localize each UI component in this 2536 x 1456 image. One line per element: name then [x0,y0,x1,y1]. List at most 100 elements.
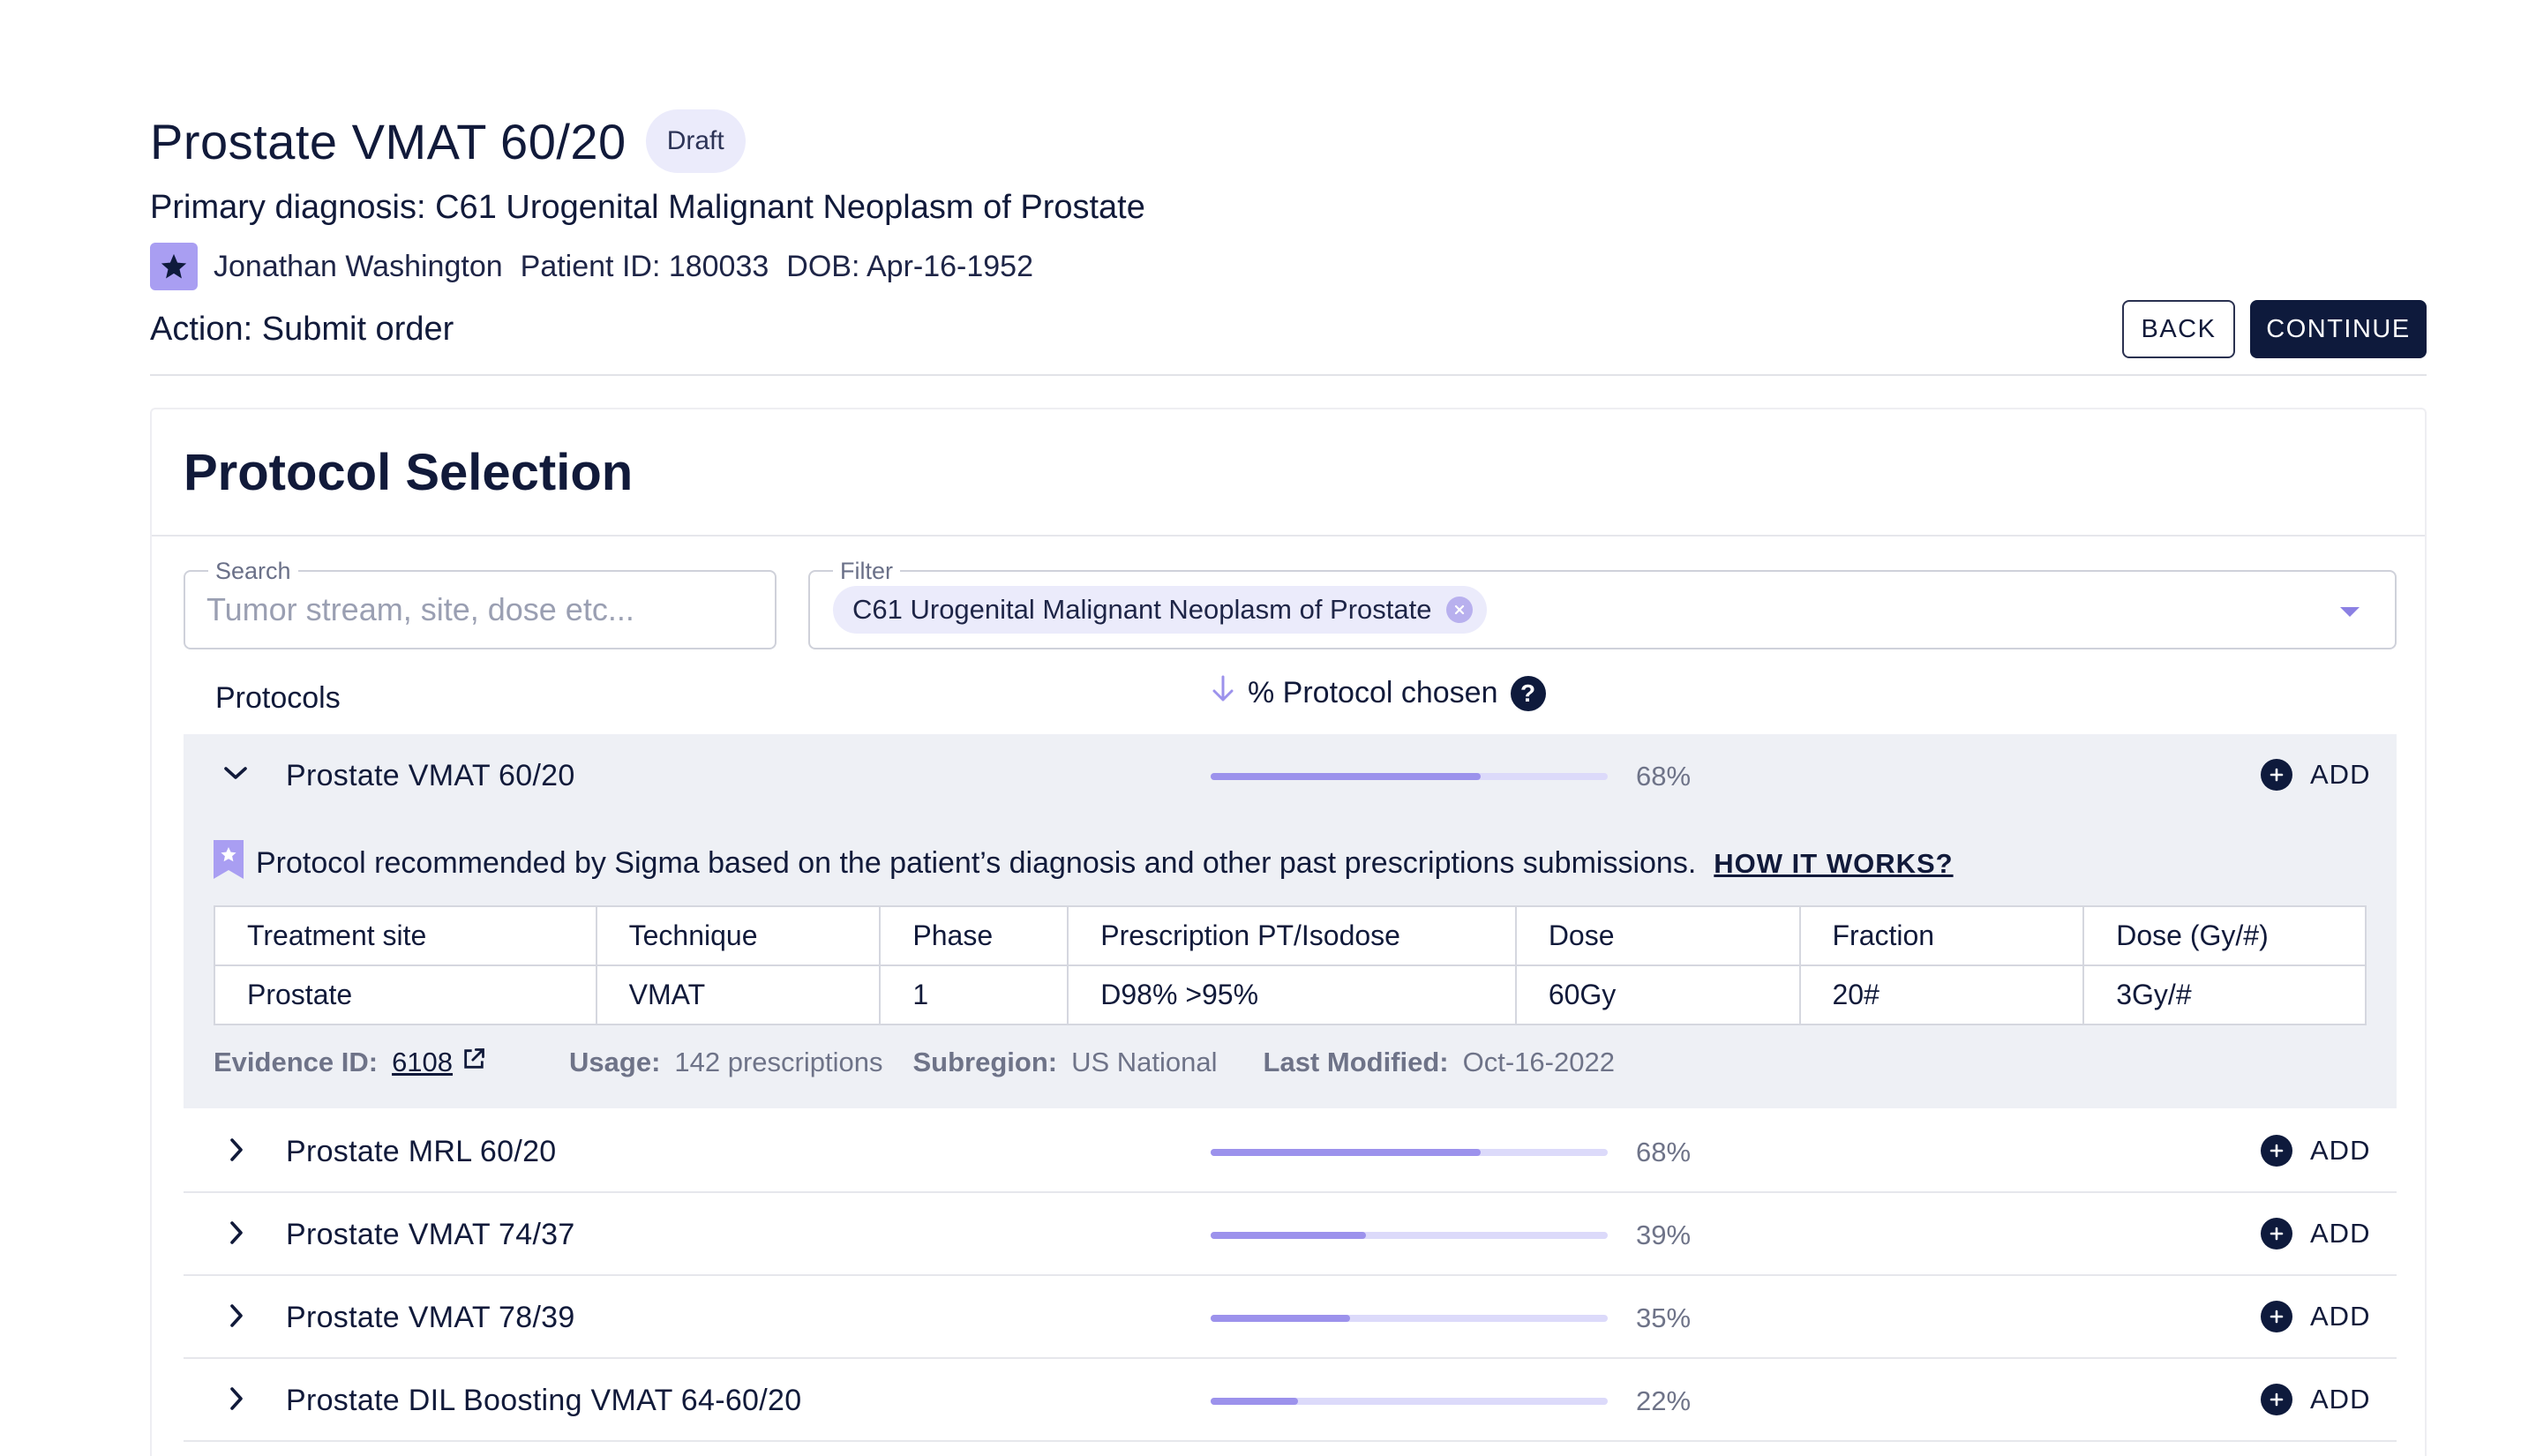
protocol-selection-card: Protocol Selection Search Filter C61 Uro… [150,408,2427,1456]
usage-bar [1211,1232,1608,1239]
table-cell: 20# [1798,964,2085,1025]
table-header: Dose (Gy/#) [2082,905,2367,966]
chevron-right-icon[interactable] [228,1302,245,1333]
usage-percent: 39% [1636,1220,1692,1250]
modified-key: Last Modified: [1263,1047,1449,1077]
patient-id: Patient ID: 180033 [520,249,769,283]
add-button[interactable]: ADD [2261,1135,2370,1167]
protocol-row-head[interactable]: Prostate VMAT 60/20 68% ADD [184,734,2397,819]
plus-circle-icon [2261,1384,2292,1415]
search-field: Search [184,558,777,649]
modified-group: Last Modified: Oct-16-2022 [1264,1047,1615,1078]
table-header: Phase [879,905,1069,966]
protocol-name: Prostate MRL 60/20 [286,1135,557,1168]
modified-value: Oct-16-2022 [1462,1047,1615,1077]
add-button[interactable]: ADD [2261,759,2370,791]
search-label: Search [208,558,298,585]
protocol-name: Prostate DIL Boosting VMAT 64-60/20 [286,1384,802,1417]
favorite-star-icon[interactable] [150,243,198,290]
add-label: ADD [2310,1301,2371,1332]
help-icon[interactable]: ? [1510,675,1546,711]
card-divider [152,535,2425,537]
chevron-right-icon[interactable] [228,1137,245,1167]
filter-label: Filter [833,558,900,585]
filter-chip: C61 Urogenital Malignant Neoplasm of Pro… [833,586,1487,634]
add-button[interactable]: ADD [2261,1301,2370,1332]
header-divider [150,374,2427,376]
patient-info: Jonathan Washington Patient ID: 180033 D… [150,243,1033,290]
patient-name: Jonathan Washington [214,249,503,283]
chip-remove-icon[interactable] [1445,597,1473,623]
continue-button[interactable]: CONTINUE [2250,300,2427,358]
table-header: Treatment site [214,905,597,966]
protocol-meta: Evidence ID: 6108 Usage: 142 prescriptio… [214,1047,1645,1078]
status-badge: Draft [645,109,746,173]
external-link-icon[interactable] [461,1047,486,1078]
how-it-works-link[interactable]: HOW IT WORKS? [1714,847,1954,879]
subregion-key: Subregion: [912,1047,1058,1077]
usage-bar-fill [1211,1315,1350,1322]
evidence-group: Evidence ID: 6108 [214,1047,486,1078]
usage-percent: 35% [1636,1302,1692,1333]
expanded-protocol: Prostate VMAT 60/20 68% ADD Protocol rec… [184,734,2397,1108]
usage-percent: 68% [1636,1137,1692,1167]
protocol-name: Prostate VMAT 74/37 [286,1218,575,1251]
usage-key: Usage: [569,1047,661,1077]
usage-bar-fill [1211,773,1481,780]
add-label: ADD [2310,759,2371,790]
usage-group: Usage: 142 prescriptions [569,1047,882,1078]
usage-bar-fill [1211,1398,1298,1405]
subregion-group: Subregion: US National [912,1047,1217,1078]
add-button[interactable]: ADD [2261,1384,2370,1415]
subregion-value: US National [1071,1047,1218,1077]
evidence-link[interactable]: 6108 [392,1047,454,1077]
column-header-chosen[interactable]: % Protocol chosen ? [1211,674,1546,712]
plus-circle-icon [2261,759,2292,791]
usage-value: 142 prescriptions [674,1047,883,1077]
table-row: Prostate VMAT 1 D98% >95% 60Gy 20# 3Gy/# [214,964,2367,1025]
protocol-detail-table: Treatment site Technique Phase Prescript… [214,905,2367,1025]
column-header-protocols: Protocols [215,681,341,715]
title-row: Prostate VMAT 60/20 Draft [150,108,746,175]
add-label: ADD [2310,1135,2371,1166]
chevron-right-icon[interactable] [228,1220,245,1250]
table-cell: VMAT [595,964,882,1025]
column-header-chosen-label: % Protocol chosen [1248,676,1498,709]
table-cell: D98% >95% [1067,964,1517,1025]
usage-bar-fill [1211,1149,1481,1156]
usage-bar [1211,1315,1608,1322]
table-header: Fraction [1798,905,2085,966]
protocol-row[interactable]: Prostate MRL 60/20 68% ADD [184,1110,2397,1193]
plus-circle-icon [2261,1301,2292,1332]
evidence-key: Evidence ID: [214,1047,379,1077]
filter-field[interactable]: Filter C61 Urogenital Malignant Neoplasm… [808,558,2397,649]
patient-dob: DOB: Apr-16-1952 [786,249,1033,283]
usage-bar [1211,1149,1608,1156]
protocol-row[interactable]: Prostate VMAT 74/37 39% ADD [184,1193,2397,1276]
add-button[interactable]: ADD [2261,1218,2370,1250]
protocol-row[interactable]: Prostate DIL Boosting VMAT 64-60/20 22% … [184,1359,2397,1442]
protocol-row[interactable]: Prostate VMAT 78/39 35% ADD [184,1276,2397,1359]
sort-down-arrow-icon[interactable] [1211,674,1235,712]
add-label: ADD [2310,1218,2371,1249]
usage-bar-fill [1211,1232,1366,1239]
card-title: Protocol Selection [184,444,634,501]
table-cell: 1 [879,964,1069,1025]
page-title: Prostate VMAT 60/20 [150,113,626,169]
add-label: ADD [2310,1384,2371,1415]
search-input[interactable] [206,588,754,632]
bookmark-star-icon [214,840,244,887]
plus-circle-icon [2261,1218,2292,1250]
table-header: Dose [1514,905,1801,966]
usage-percent: 68% [1636,761,1692,792]
usage-bar [1211,773,1608,780]
back-button[interactable]: BACK [2122,300,2235,358]
protocol-name: Prostate VMAT 60/20 [286,759,575,792]
chevron-right-icon[interactable] [228,1385,245,1416]
plus-circle-icon [2261,1135,2292,1167]
chevron-down-icon[interactable] [222,764,249,786]
recommendation-text: Protocol recommended by Sigma based on t… [256,846,1697,880]
table-cell: 3Gy/# [2082,964,2367,1025]
dropdown-arrow-icon[interactable] [2340,607,2360,617]
usage-bar [1211,1398,1608,1405]
